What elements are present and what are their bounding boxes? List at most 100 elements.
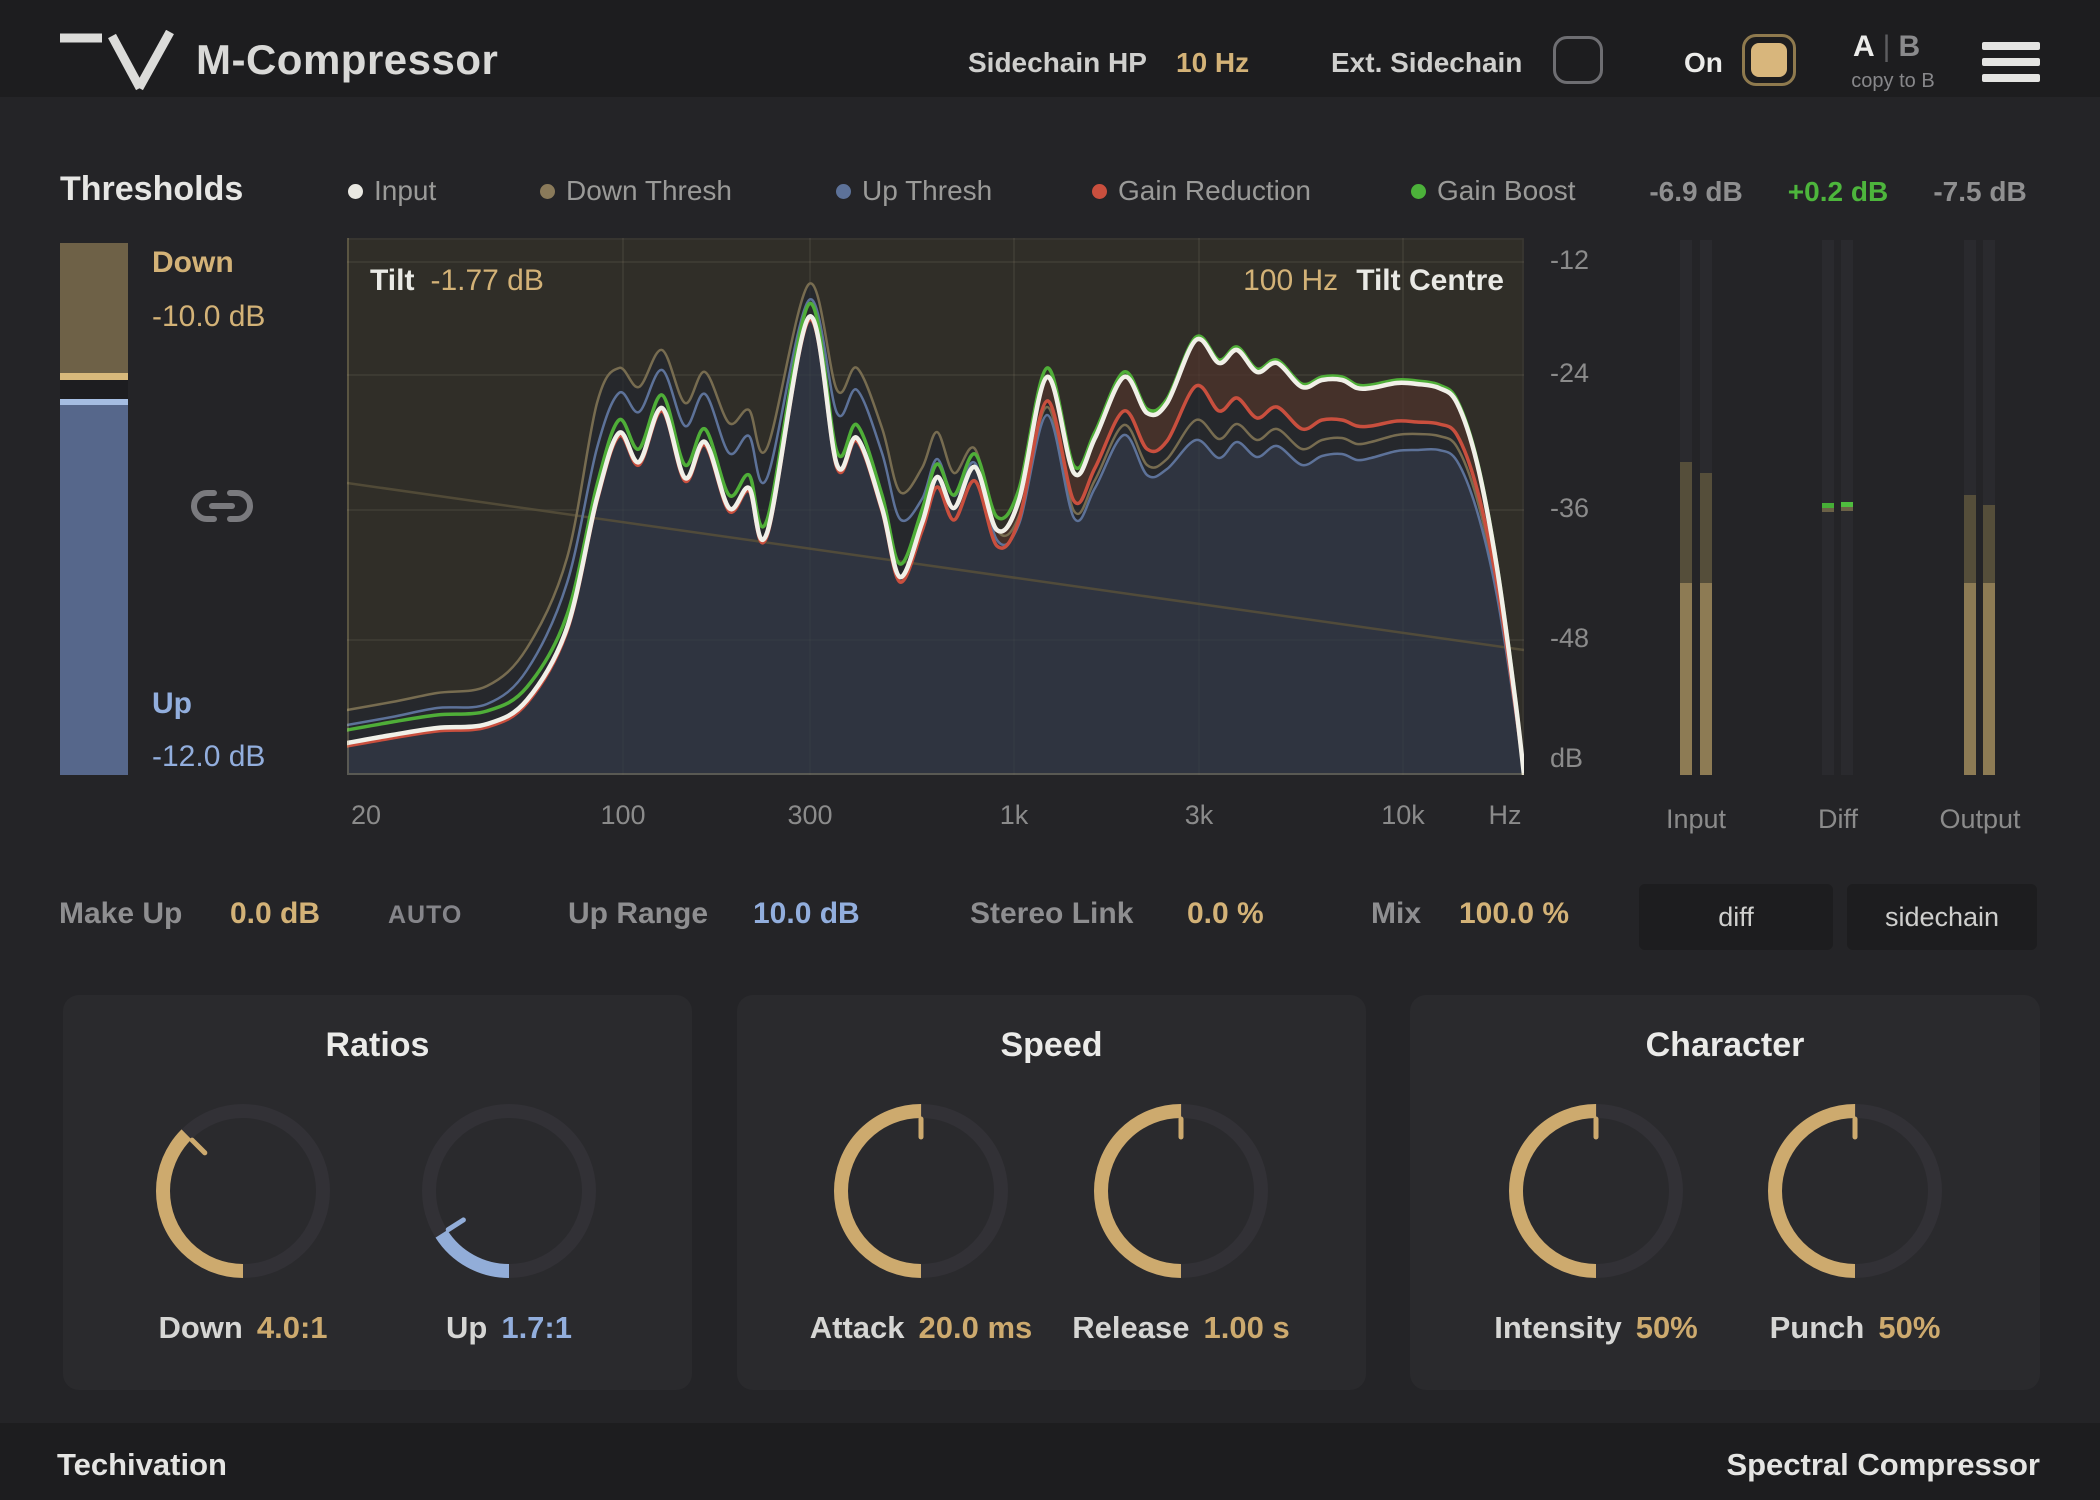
character-panel-title: Character	[1645, 1026, 1805, 1064]
legend-item-input: Input	[348, 175, 436, 206]
diff-level-readout: +0.2 dB	[1787, 176, 1889, 207]
tilt-value[interactable]: -1.77 dB	[430, 264, 544, 297]
intensity-caption: Intensity 50%	[1494, 1310, 1698, 1345]
down-threshold-handle[interactable]	[60, 373, 128, 380]
input-meter-right	[1700, 240, 1712, 775]
release-value[interactable]: 1.00 s	[1203, 1310, 1290, 1345]
makeup-label: Make Up	[59, 897, 183, 930]
diff-listen-button[interactable]: diff	[1639, 884, 1833, 950]
uprange-label: Up Range	[568, 897, 709, 930]
punch-caption: Punch 50%	[1769, 1310, 1941, 1345]
down-ratio-caption: Down 4.0:1	[158, 1310, 328, 1345]
top-bar: M-Compressor Sidechain HP 10 Hz Ext. Sid…	[0, 0, 2100, 97]
gain-reduction-legend-dot-icon	[1092, 183, 1107, 199]
ratios-panel-title: Ratios	[325, 1026, 430, 1064]
tilt-centre-label: Tilt Centre	[1356, 264, 1504, 297]
x-tick-1k: 1k	[999, 800, 1029, 830]
release-caption: Release 1.00 s	[1072, 1310, 1290, 1345]
up-threshold-fill[interactable]	[60, 405, 128, 775]
brand-name: Techivation	[57, 1447, 227, 1482]
diff-meter-right	[1841, 240, 1853, 775]
x-axis-unit: Hz	[1488, 800, 1522, 830]
up-ratio-caption: Up 1.7:1	[446, 1310, 572, 1345]
threshold-slider[interactable]	[60, 243, 128, 775]
ab-switch[interactable]: A | B	[1853, 30, 1921, 63]
attack-caption: Attack 20.0 ms	[809, 1310, 1033, 1345]
on-label: On	[1684, 47, 1723, 78]
down-threshold-label: Down	[152, 246, 234, 279]
up-threshold-value[interactable]: -12.0 dB	[152, 740, 266, 773]
diff-meter-left	[1822, 240, 1834, 775]
legend-item-up-thresh: Up Thresh	[836, 175, 992, 206]
speed-panel-title: Speed	[1000, 1026, 1103, 1064]
release-knob[interactable]	[1093, 1103, 1269, 1279]
on-checkbox[interactable]	[1742, 34, 1796, 86]
y-tick-12: -12	[1550, 245, 1590, 275]
up-threshold-label: Up	[152, 687, 192, 720]
ab-a[interactable]: A	[1853, 30, 1875, 63]
up-thresh-legend-dot-icon	[836, 183, 851, 199]
spectrum-analyzer[interactable]	[344, 238, 1527, 778]
output-meter-right	[1983, 240, 1995, 775]
makeup-value[interactable]: 0.0 dB	[230, 897, 321, 930]
uprange-value[interactable]: 10.0 dB	[753, 897, 860, 930]
down-ratio-knob[interactable]	[155, 1103, 331, 1279]
link-thresholds-icon[interactable]	[190, 487, 254, 525]
attack-value[interactable]: 20.0 ms	[918, 1310, 1033, 1345]
punch-value[interactable]: 50%	[1878, 1310, 1941, 1345]
mix-value[interactable]: 100.0 %	[1459, 897, 1570, 930]
menu-icon[interactable]	[1982, 42, 2040, 82]
input-meter-label: Input	[1665, 804, 1727, 834]
tilt-centre-value[interactable]: 100 Hz	[1243, 264, 1339, 297]
techivation-logo-icon	[60, 30, 174, 91]
gain-boost-legend-dot-icon	[1411, 183, 1426, 199]
ab-b[interactable]: B	[1898, 30, 1921, 63]
stereolink-label: Stereo Link	[970, 897, 1134, 930]
tilt-label: Tilt	[370, 264, 415, 297]
x-tick-20: 20	[350, 800, 382, 830]
down-threshold-value[interactable]: -10.0 dB	[152, 300, 266, 333]
sidechain-hp-value[interactable]: 10 Hz	[1176, 47, 1250, 78]
auto-makeup-button[interactable]: AUTO	[388, 901, 463, 929]
input-level-readout: -6.9 dB	[1649, 176, 1743, 207]
footer-bar: Techivation Spectral Compressor	[0, 1423, 2100, 1500]
x-tick-300: 300	[787, 800, 833, 830]
x-tick-100: 100	[600, 800, 646, 830]
page-title: M-Compressor	[196, 36, 499, 83]
up-ratio-knob[interactable]	[421, 1103, 597, 1279]
up-threshold-handle[interactable]	[60, 399, 128, 405]
mix-label: Mix	[1371, 897, 1422, 930]
legend-item-down-thresh: Down Thresh	[540, 175, 732, 206]
input-meter-left	[1680, 240, 1692, 775]
ext-sidechain-checkbox[interactable]	[1553, 36, 1603, 84]
tilt-centre-control: 100 Hz Tilt Centre	[1100, 264, 1504, 298]
copy-to-b-button[interactable]: copy to B	[1851, 70, 1935, 92]
intensity-knob[interactable]	[1508, 1103, 1684, 1279]
down-threshold-fill[interactable]	[60, 243, 128, 373]
x-tick-10k: 10k	[1381, 800, 1425, 830]
attack-knob[interactable]	[833, 1103, 1009, 1279]
product-name: Spectral Compressor	[1726, 1447, 2040, 1482]
sidechain-listen-button[interactable]: sidechain	[1847, 884, 2037, 950]
output-meter-label: Output	[1939, 804, 2021, 834]
up-ratio-value[interactable]: 1.7:1	[501, 1310, 572, 1345]
y-tick-24: -24	[1550, 358, 1590, 388]
y-axis-unit: dB	[1550, 743, 1584, 773]
down-ratio-value[interactable]: 4.0:1	[256, 1310, 328, 1345]
y-tick-36: -36	[1550, 493, 1590, 523]
stereolink-value[interactable]: 0.0 %	[1187, 897, 1264, 930]
x-tick-3k: 3k	[1184, 800, 1214, 830]
punch-knob[interactable]	[1767, 1103, 1943, 1279]
down-thresh-legend-dot-icon	[540, 183, 555, 199]
input-legend-dot-icon	[348, 183, 363, 199]
legend-item-gain-boost: Gain Boost	[1411, 175, 1576, 206]
diff-meter-label: Diff	[1817, 804, 1858, 834]
intensity-value[interactable]: 50%	[1635, 1310, 1698, 1345]
output-level-readout: -7.5 dB	[1933, 176, 2027, 207]
sidechain-hp-label: Sidechain HP	[968, 47, 1147, 78]
legend-item-gain-reduction: Gain Reduction	[1092, 175, 1311, 206]
tilt-control: Tilt -1.77 dB	[370, 264, 544, 298]
output-meter-left	[1964, 240, 1976, 775]
thresholds-section-title: Thresholds	[60, 170, 244, 208]
